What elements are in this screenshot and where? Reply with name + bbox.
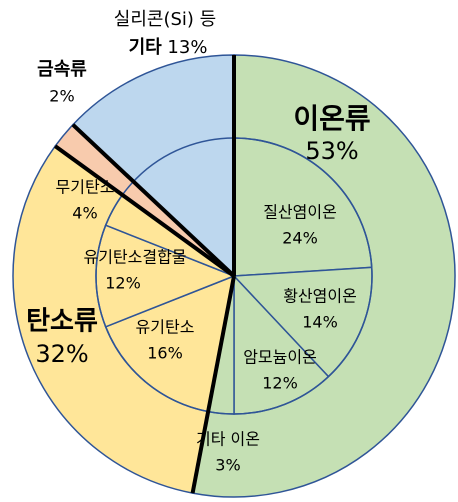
inner-value-label: 14% <box>302 313 338 332</box>
annotation: 실리콘(Si) 등 <box>114 9 216 30</box>
category-label: 기타 <box>129 37 163 58</box>
divider <box>54 144 236 278</box>
inner-value-label: 24% <box>282 229 318 248</box>
value-label: 13% <box>167 37 207 58</box>
inner-category-label: 암모늄이온 <box>243 348 317 367</box>
inner-value-label: 12% <box>262 374 298 393</box>
inner-category-label: 기타 이온 <box>196 430 260 449</box>
category-label: 탄소류 <box>26 307 98 337</box>
value-label: 53% <box>305 137 358 165</box>
value-label: 2% <box>49 87 74 106</box>
category-label: 이온류 <box>293 102 370 135</box>
divider <box>71 123 236 278</box>
inner-category-label: 유기탄소 <box>136 318 195 337</box>
value-label: 32% <box>35 340 88 368</box>
inner-category-label: 유기탄소결합물 <box>83 248 186 267</box>
inner-category-label: 무기탄소 <box>56 178 115 197</box>
inner-value-label: 12% <box>105 274 141 293</box>
divider <box>190 275 236 494</box>
inner-value-label: 16% <box>147 344 183 363</box>
inner-category-label: 질산염이온 <box>263 203 337 222</box>
category-label: 금속류 <box>37 59 87 80</box>
inner-value-label: 4% <box>72 204 97 223</box>
inner-category-label: 황산염이온 <box>283 287 357 306</box>
inner-value-label: 3% <box>215 456 240 475</box>
category-text: 기타 13% <box>129 37 208 58</box>
outer-slice <box>71 54 235 278</box>
